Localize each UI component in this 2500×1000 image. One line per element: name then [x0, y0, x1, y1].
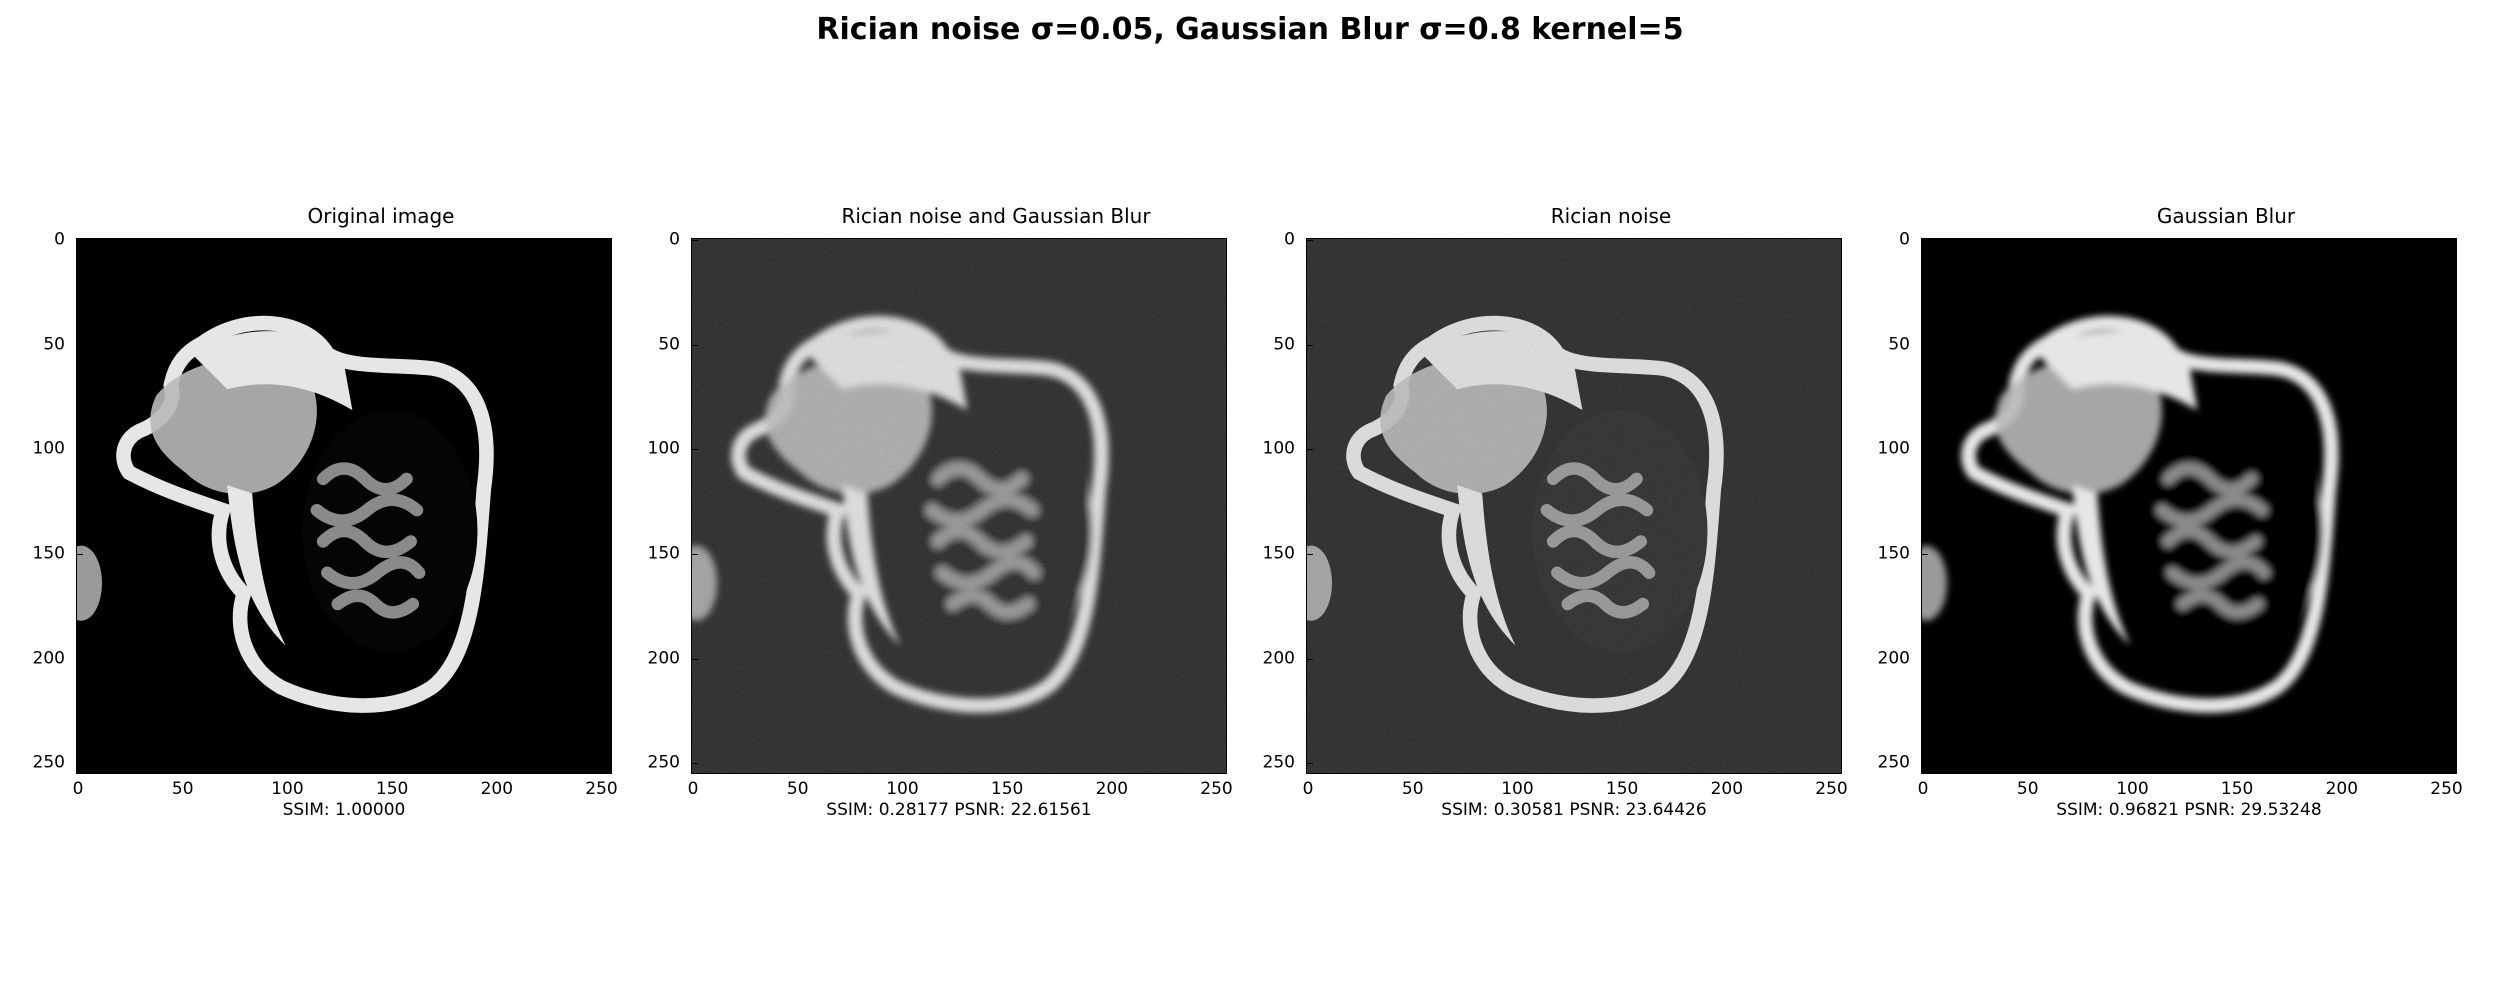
metrics-caption: SSIM: 0.28177 PSNR: 22.61561: [826, 800, 1092, 820]
y-tick-mark: [692, 554, 698, 556]
image-axes: 0 50 100 150 200 250 0 50 100 150 200 250: [648, 231, 1233, 799]
y-tick-label: 200: [32, 648, 65, 669]
x-tick-label: 0: [72, 779, 84, 799]
y-tick-mark: [1922, 658, 1928, 660]
y-tick-label: 50: [1273, 334, 1295, 355]
x-tick-label: 100: [2116, 779, 2149, 799]
y-tick-mark: [1307, 344, 1313, 346]
x-tick-label: 200: [1095, 779, 1129, 799]
y-tick-label: 50: [658, 334, 680, 355]
metrics-caption: SSIM: 1.00000: [282, 800, 406, 820]
y-tick-mark: [77, 658, 83, 660]
y-tick-mark: [1922, 763, 1928, 765]
x-tick-label: 150: [2220, 779, 2254, 799]
y-tick-mark: [1922, 344, 1928, 346]
y-tick-mark: [1922, 554, 1928, 556]
y-tick-mark: [77, 240, 83, 242]
panel-title: Original image: [307, 204, 455, 228]
image-panel: Gaussian Blur 0 50 100 150 200 250 0 50 100 150 200…: [1845, 204, 2500, 844]
y-tick-mark: [77, 763, 83, 765]
x-tick-label: 250: [1815, 779, 1848, 799]
y-tick-label: 50: [43, 334, 65, 355]
mri-slice-image: [1307, 239, 1841, 773]
y-tick-label: 250: [1262, 752, 1295, 773]
x-tick-label: 100: [886, 779, 919, 799]
x-tick-label: 50: [2016, 779, 2039, 799]
y-tick-mark: [1307, 658, 1313, 660]
y-tick-mark: [77, 344, 83, 346]
mri-slice-image: [692, 239, 1226, 773]
image-panel: Rician noise 0 50 100 150 200 250 0 50 100 150 200 2…: [1230, 204, 1930, 844]
x-tick-label: 50: [171, 779, 194, 799]
panel-title: Gaussian Blur: [2156, 204, 2296, 228]
metrics-caption: SSIM: 0.96821 PSNR: 29.53248: [2056, 800, 2322, 820]
x-tick-label: 0: [1917, 779, 1929, 799]
y-tick-label: 150: [1262, 543, 1295, 564]
x-tick-label: 100: [1501, 779, 1534, 799]
image-panel: Original image 0 50 100 150 200 250 0 50 100 150 20…: [0, 204, 700, 844]
y-tick-mark: [692, 344, 698, 346]
y-tick-label: 250: [647, 752, 680, 773]
x-tick-label: 150: [1605, 779, 1639, 799]
y-tick-mark: [692, 658, 698, 660]
y-tick-label: 150: [32, 543, 65, 564]
x-tick-label: 150: [990, 779, 1024, 799]
y-tick-mark: [1922, 240, 1928, 242]
x-tick-label: 200: [2325, 779, 2359, 799]
y-tick-label: 250: [32, 752, 65, 773]
y-tick-label: 100: [647, 438, 680, 459]
x-tick-label: 0: [687, 779, 699, 799]
y-tick-label: 0: [54, 229, 65, 250]
x-tick-label: 200: [480, 779, 514, 799]
mri-slice-image: [77, 315, 494, 713]
x-tick-label: 250: [1200, 779, 1233, 799]
x-tick-label: 0: [1302, 779, 1314, 799]
y-tick-label: 150: [1877, 543, 1910, 564]
y-tick-mark: [77, 449, 83, 451]
y-tick-mark: [692, 449, 698, 451]
panel-title: Rician noise and Gaussian Blur: [841, 204, 1151, 228]
image-axes: 0 50 100 150 200 250 0 50 100 150 200 250: [1878, 231, 2463, 799]
x-tick-label: 50: [1401, 779, 1424, 799]
image-axes: 0 50 100 150 200 250 0 50 100 150 200 250: [33, 231, 618, 799]
image-axes: 0 50 100 150 200 250 0 50 100 150 200 250: [1263, 231, 1848, 799]
y-tick-mark: [1307, 449, 1313, 451]
panel-title: Rician noise: [1550, 204, 1672, 228]
x-tick-label: 250: [585, 779, 618, 799]
y-tick-label: 200: [1877, 648, 1910, 669]
x-tick-label: 200: [1710, 779, 1744, 799]
y-tick-label: 0: [669, 229, 680, 250]
y-tick-label: 0: [1899, 229, 1910, 250]
y-tick-label: 100: [1262, 438, 1295, 459]
y-tick-mark: [77, 554, 83, 556]
y-tick-mark: [1307, 763, 1313, 765]
x-tick-label: 100: [271, 779, 304, 799]
x-tick-label: 250: [2430, 779, 2463, 799]
y-tick-label: 250: [1877, 752, 1910, 773]
y-tick-label: 200: [647, 648, 680, 669]
y-tick-label: 50: [1888, 334, 1910, 355]
figure-suptitle: Rician noise σ=0.05, Gaussian Blur σ=0.8…: [816, 12, 1684, 47]
image-panel: Rician noise and Gaussian Blur 0 50 100 150 2…: [615, 204, 1315, 844]
y-tick-mark: [1307, 554, 1313, 556]
y-tick-mark: [1922, 449, 1928, 451]
y-tick-label: 100: [32, 438, 65, 459]
y-tick-label: 0: [1284, 229, 1295, 250]
y-tick-label: 100: [1877, 438, 1910, 459]
x-tick-label: 50: [786, 779, 809, 799]
metrics-caption: SSIM: 0.30581 PSNR: 23.64426: [1441, 800, 1707, 820]
y-tick-label: 200: [1262, 648, 1295, 669]
x-tick-label: 150: [375, 779, 409, 799]
y-tick-mark: [692, 240, 698, 242]
y-tick-mark: [692, 763, 698, 765]
mri-slice-image: [1922, 315, 2339, 713]
y-tick-label: 150: [647, 543, 680, 564]
y-tick-mark: [1307, 240, 1313, 242]
